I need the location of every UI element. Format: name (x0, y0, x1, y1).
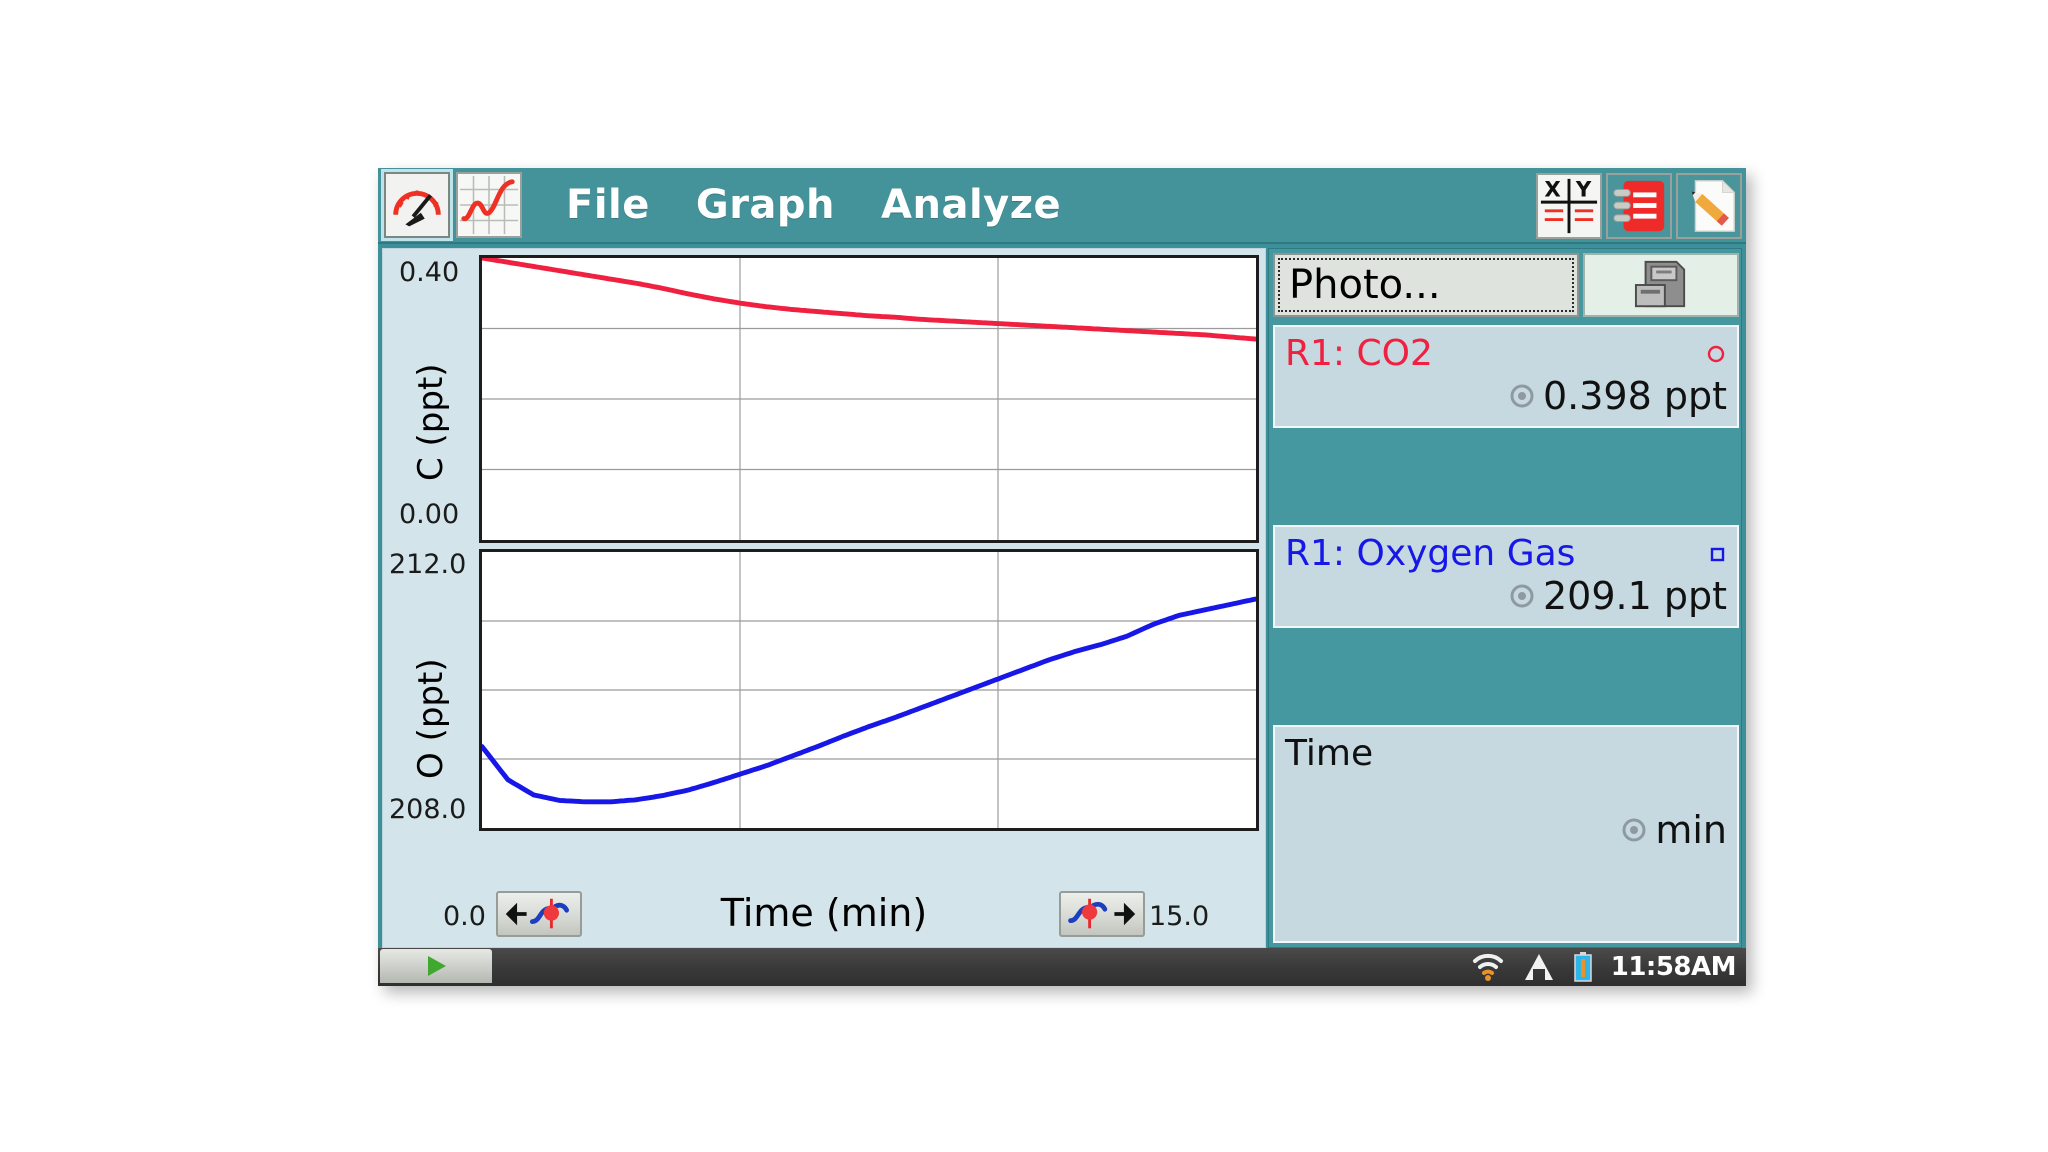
scroll-left-button[interactable] (496, 891, 582, 937)
meter-oxygen[interactable]: R1: Oxygen Gas 209.1 ppt (1273, 525, 1739, 628)
meter-time-name-row: Time (1285, 733, 1727, 774)
menu-analyze[interactable]: Analyze (881, 182, 1062, 228)
meter-time-value-row: min (1285, 808, 1727, 852)
target-icon (1622, 818, 1646, 842)
meter-oxygen-value: 209.1 ppt (1542, 574, 1727, 618)
sidebar-top-buttons: Photo... (1273, 253, 1739, 317)
meter-icon[interactable] (381, 169, 453, 241)
labquest-device-window: File Graph Analyze X Y (378, 168, 1746, 986)
menu-graph[interactable]: Graph (695, 182, 836, 228)
top-chart-y-max-label: 0.40 (399, 257, 460, 288)
sidebar: Photo... R1: CO2 (1268, 248, 1742, 948)
battery-icon[interactable] (1573, 952, 1593, 982)
meter-co2-name-row: R1: CO2 (1285, 333, 1727, 374)
target-icon (1510, 584, 1534, 608)
menu-file[interactable]: File (566, 182, 650, 228)
co2-chart-plot-area[interactable] (479, 255, 1259, 543)
home-icon[interactable] (1523, 952, 1555, 982)
meter-co2-name: R1: CO2 (1285, 333, 1433, 374)
play-icon (428, 956, 446, 976)
pencil-page-icon[interactable] (1676, 173, 1742, 239)
menu-bar: File Graph Analyze X Y (378, 168, 1746, 244)
graph-icon[interactable] (456, 172, 522, 238)
photo-button[interactable]: Photo... (1273, 253, 1579, 317)
meter-time[interactable]: Time min (1273, 725, 1739, 943)
bottom-chart-y-min-label: 208.0 (389, 794, 467, 825)
meter-co2-value: 0.398 ppt (1542, 374, 1727, 418)
meter-time-name: Time (1285, 733, 1374, 774)
svg-text:Y: Y (1575, 177, 1592, 202)
meter-oxygen-name-row: R1: Oxygen Gas (1285, 533, 1727, 574)
status-bar: 11:58AM (378, 948, 1746, 986)
clock: 11:58AM (1610, 952, 1737, 982)
meter-oxygen-name: R1: Oxygen Gas (1285, 533, 1576, 574)
tray-icons: 11:58AM (1471, 952, 1746, 982)
menu-items: File Graph Analyze (566, 182, 1061, 228)
bottom-chart-y-title: O (ppt) (411, 658, 451, 779)
scroll-right-button[interactable] (1059, 891, 1145, 937)
top-chart-y-min-label: 0.00 (399, 499, 460, 530)
toolbar-right-icons: X Y (1536, 173, 1742, 239)
square-marker-icon (1710, 547, 1725, 561)
circle-marker-icon (1707, 345, 1725, 362)
wifi-icon[interactable] (1471, 952, 1505, 982)
oxygen-chart-plot-area[interactable] (479, 549, 1259, 831)
top-chart-y-title: C (ppt) (411, 363, 451, 481)
x-axis-title: Time (min) (720, 891, 928, 935)
meter-co2[interactable]: R1: CO2 0.398 ppt (1273, 325, 1739, 428)
photo-button-label: Photo... (1289, 262, 1441, 308)
meter-time-value: min (1655, 808, 1727, 852)
x-max-label: 15.0 (1149, 901, 1210, 932)
meter-co2-value-row: 0.398 ppt (1285, 374, 1727, 418)
notebook-icon[interactable] (1606, 173, 1672, 239)
graph-panel: 0.40 C (ppt) 0.00 212.0 O (ppt) 208.0 0.… (382, 248, 1266, 948)
target-icon (1510, 384, 1534, 408)
x-min-label: 0.0 (443, 901, 486, 932)
meter-oxygen-value-row: 209.1 ppt (1285, 574, 1727, 618)
bottom-chart-y-max-label: 212.0 (389, 549, 467, 580)
x-axis-row: 0.0 Time (min) (383, 889, 1265, 945)
table-xy-icon[interactable]: X Y (1536, 173, 1602, 239)
play-button[interactable] (380, 949, 492, 983)
svg-text:X: X (1544, 177, 1560, 202)
save-disk-icon (1634, 260, 1686, 308)
save-button[interactable] (1583, 253, 1739, 317)
